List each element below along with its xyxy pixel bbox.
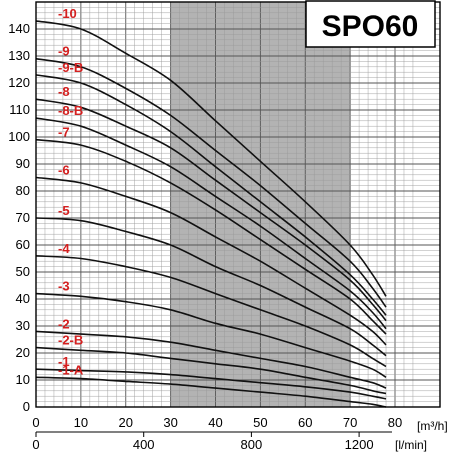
curve-8 xyxy=(35,98,387,322)
y-tick-label: 140 xyxy=(8,21,30,36)
curve-label: -7 xyxy=(58,125,70,140)
y-tick-label: 70 xyxy=(16,210,30,225)
x-axis-unit: [m³/h] xyxy=(417,419,448,433)
curve-label: -1-A xyxy=(58,362,84,377)
curve-6 xyxy=(35,176,387,346)
curve-5 xyxy=(35,217,387,357)
y-tick-label: 100 xyxy=(8,129,30,144)
curve-1 xyxy=(35,368,387,400)
curve-3 xyxy=(35,292,387,378)
y-tick-label: 90 xyxy=(16,156,30,171)
x2-tick-label: 400 xyxy=(133,437,155,452)
x-tick-label: 60 xyxy=(298,415,312,430)
curve-label: -3 xyxy=(58,279,70,294)
curve-label: -8-B xyxy=(58,103,83,118)
y-tick-label: 0 xyxy=(23,399,30,414)
curve-10 xyxy=(35,20,387,297)
curve-1-A xyxy=(35,376,387,408)
y-tick-label: 130 xyxy=(8,48,30,63)
plot-frame xyxy=(35,1,441,408)
curve-label: -8 xyxy=(58,84,70,99)
curve-label: -2-B xyxy=(58,333,83,348)
curve-label: -6 xyxy=(58,163,70,178)
curve-label: -5 xyxy=(58,203,70,218)
chart-title: SPO60 xyxy=(322,10,419,43)
axes: 0 10 20 30 40 50 60 70 80 90 100 110 120 130 140 0 10 20 3… xyxy=(8,1,441,452)
curve-label: -9-B xyxy=(58,60,83,75)
curve-2 xyxy=(35,330,387,389)
curve-9 xyxy=(35,57,387,308)
curve-label: -4 xyxy=(58,241,70,256)
curves xyxy=(35,20,387,408)
curve-label: -10 xyxy=(58,6,77,21)
x2-tick-label: 800 xyxy=(241,437,263,452)
x-tick-label: 10 xyxy=(74,415,88,430)
x-tick-label: 80 xyxy=(388,415,402,430)
curve-label: -2 xyxy=(58,316,70,331)
title-frame xyxy=(305,0,436,48)
x-tick-label: 20 xyxy=(119,415,133,430)
y-tick-label: 20 xyxy=(16,345,30,360)
x2-tick-label: 0 xyxy=(32,437,39,452)
y-tick-label: 10 xyxy=(16,372,30,387)
y-tick-label: 30 xyxy=(16,318,30,333)
x-tick-label: 30 xyxy=(163,415,177,430)
curve-8-B xyxy=(35,117,387,330)
x-tick-label: 70 xyxy=(343,415,357,430)
x-tick-label: 50 xyxy=(253,415,267,430)
title-box: SPO60 xyxy=(305,0,436,48)
grid xyxy=(35,1,440,408)
y-tick-label: 60 xyxy=(16,237,30,252)
y-tick-label: 120 xyxy=(8,75,30,90)
x2-tick-label: 1200 xyxy=(345,437,374,452)
curve-labels: -10 -9-9-B -8 -8-B -7 -6 -5 -4 -3 -2 -2-B -1-1-A xyxy=(58,6,84,377)
x-tick-label: 0 xyxy=(32,415,39,430)
y-tick-label: 110 xyxy=(9,102,30,117)
y-tick-label: 80 xyxy=(16,183,30,198)
y-tick-label: 40 xyxy=(16,291,30,306)
curve-2-B xyxy=(35,346,387,395)
curve-7 xyxy=(35,138,387,335)
curve-label: -1 xyxy=(58,354,70,369)
curve-label: -9 xyxy=(58,44,70,59)
curve-9-B xyxy=(35,74,387,316)
x2-axis-unit: [l/min] xyxy=(395,438,427,452)
y-tick-label: 50 xyxy=(16,264,30,279)
curve-4 xyxy=(35,255,387,368)
x-tick-label: 40 xyxy=(208,415,222,430)
